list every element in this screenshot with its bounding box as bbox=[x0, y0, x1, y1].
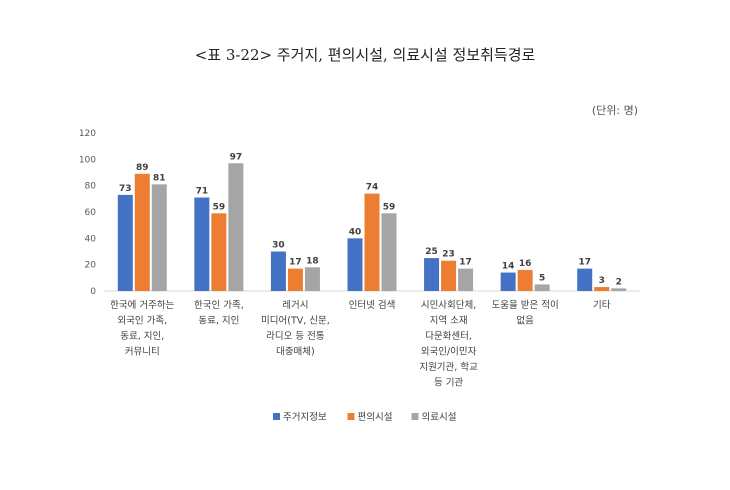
data-label: 25 bbox=[425, 247, 438, 257]
chart-title: <표 3-22> 주거지, 편의시설, 의료시설 정보취득경로 bbox=[194, 46, 536, 64]
data-label: 73 bbox=[119, 184, 132, 194]
category-label-line: 한국인 가족, bbox=[194, 300, 244, 311]
bar bbox=[534, 284, 550, 291]
bar bbox=[270, 251, 286, 291]
category-label-line: 시민사회단체, bbox=[421, 300, 476, 311]
category-label-line: 한국에 거주하는 bbox=[110, 299, 174, 311]
data-label: 30 bbox=[272, 241, 285, 251]
bar bbox=[134, 173, 150, 291]
bar bbox=[347, 238, 363, 291]
category-label-line: 인터넷 검색 bbox=[349, 299, 396, 311]
data-label: 17 bbox=[578, 258, 591, 268]
legend-swatch bbox=[347, 413, 355, 420]
bar bbox=[228, 163, 244, 291]
y-tick-label: 60 bbox=[85, 208, 97, 218]
y-tick-label: 40 bbox=[85, 234, 97, 244]
category-label-line: 커뮤니티 bbox=[125, 347, 160, 358]
category-label-line: 레거시 bbox=[282, 300, 308, 311]
bar bbox=[577, 268, 593, 291]
bar bbox=[304, 267, 320, 291]
category-label-line: 기타 bbox=[593, 300, 611, 311]
y-tick-label: 100 bbox=[79, 155, 96, 165]
data-label: 40 bbox=[349, 227, 362, 237]
data-label: 17 bbox=[289, 258, 302, 268]
data-label: 5 bbox=[539, 273, 545, 283]
legend-label: 편의시설 bbox=[358, 411, 393, 423]
data-label: 59 bbox=[383, 202, 396, 212]
bar bbox=[117, 194, 133, 291]
category-label-line: 동료, 지인 bbox=[198, 316, 239, 327]
category-label: 기타 bbox=[593, 300, 611, 311]
bar bbox=[211, 213, 227, 291]
data-label: 81 bbox=[153, 173, 166, 183]
data-label: 74 bbox=[366, 183, 379, 193]
data-label: 16 bbox=[519, 259, 532, 269]
bar bbox=[364, 193, 380, 291]
category-label-line: 라디오 등 전통 bbox=[266, 331, 325, 342]
data-label: 89 bbox=[136, 163, 149, 173]
bar bbox=[500, 272, 516, 291]
bar bbox=[381, 213, 397, 291]
bar bbox=[594, 287, 610, 291]
legend-swatch bbox=[273, 413, 280, 420]
category-label-line: 지역 소재 bbox=[430, 316, 468, 327]
bar bbox=[611, 288, 627, 291]
category-label-line: 외국인/이민자 bbox=[421, 346, 477, 358]
category-label-line: 동료, 지인, bbox=[120, 331, 164, 342]
data-label: 3 bbox=[599, 276, 605, 286]
category-label: 인터넷 검색 bbox=[349, 299, 396, 311]
bar bbox=[287, 268, 303, 291]
category-label-line: 도움을 받은 적이 bbox=[492, 299, 559, 311]
data-label: 17 bbox=[459, 258, 472, 268]
data-label: 18 bbox=[306, 256, 319, 266]
category-label-line: 외국인 가족, bbox=[117, 315, 167, 327]
bar bbox=[441, 260, 457, 291]
data-label: 2 bbox=[616, 277, 622, 287]
bar bbox=[194, 197, 210, 291]
data-label: 59 bbox=[213, 202, 226, 212]
category-label-line: 등 기관 bbox=[434, 378, 463, 389]
category-label-line: 지원기관, 학교 bbox=[419, 362, 478, 373]
bar bbox=[517, 269, 533, 291]
data-label: 97 bbox=[230, 152, 243, 162]
y-tick-label: 20 bbox=[85, 261, 97, 271]
category-label-line: 미디어(TV, 신문, bbox=[261, 316, 330, 327]
category-label-line: 다문화센터, bbox=[425, 331, 472, 342]
legend-label: 주거지정보 bbox=[283, 412, 327, 423]
data-label: 71 bbox=[196, 187, 209, 197]
unit-label: (단위: 명) bbox=[591, 104, 638, 117]
data-label: 23 bbox=[442, 250, 455, 260]
y-tick-label: 0 bbox=[90, 287, 96, 297]
bar bbox=[424, 258, 440, 291]
legend-swatch bbox=[411, 413, 419, 420]
legend-label: 의료시설 bbox=[422, 412, 457, 423]
category-label-line: 없음 bbox=[516, 315, 534, 327]
data-label: 14 bbox=[502, 262, 515, 272]
category-label: 한국인 가족, 동료, 지인 bbox=[194, 300, 244, 327]
bar bbox=[458, 268, 474, 291]
category-label-line: 대중매체) bbox=[276, 347, 315, 358]
y-tick-label: 80 bbox=[85, 182, 97, 192]
y-tick-label: 120 bbox=[79, 129, 96, 139]
bar bbox=[151, 184, 167, 291]
